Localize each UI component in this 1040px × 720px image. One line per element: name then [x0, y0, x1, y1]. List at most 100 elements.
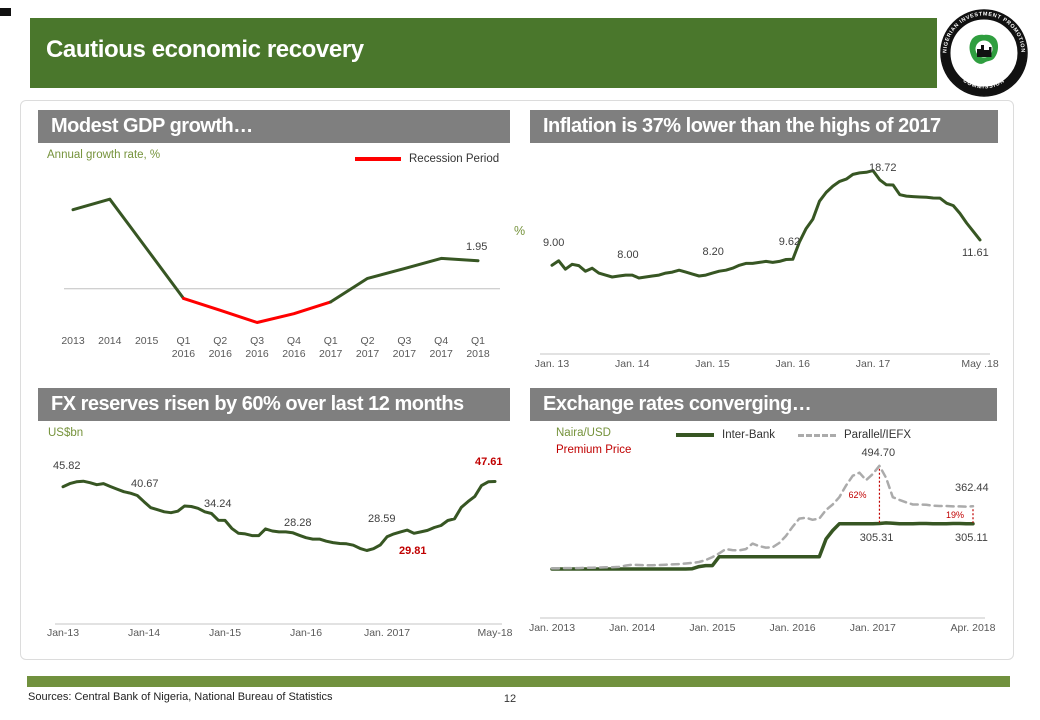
fx-tick: Jan. 2017 — [364, 627, 410, 640]
gdp-tick-line: 2016 — [282, 348, 306, 360]
exchange-premium-marker-label: 62% — [848, 489, 867, 500]
panel-gdp-title: Modest GDP growth… — [51, 115, 253, 137]
gdp-tick: Q4 2017 — [429, 335, 452, 361]
panel-gdp-title-bar: Modest GDP growth… — [38, 110, 510, 143]
panel-inflation-title-bar: Inflation is 37% lower than the highs of… — [530, 110, 998, 143]
gdp-tick: Q4 2016 — [282, 335, 305, 361]
gdp-axis-label: Annual growth rate, % — [47, 149, 161, 161]
exchange-tick: Jan. 2016 — [770, 622, 816, 635]
fx-tick-line: Jan. 2017 — [363, 627, 411, 639]
page-number: 12 — [503, 693, 517, 705]
gdp-tick-line: Q3 — [397, 335, 412, 347]
page-title: Cautious economic recovery — [46, 36, 364, 63]
logo-ring — [941, 10, 1027, 96]
inflation-tick: May .18 — [961, 358, 998, 371]
gdp-data-label: 1.95 — [466, 240, 488, 253]
fx-tick-line: Jan-14 — [127, 627, 161, 639]
gdp-tick-line: Q4 — [286, 335, 301, 347]
fx-tick: Jan-15 — [209, 627, 241, 640]
inflation-tick-line: Jan. 15 — [695, 358, 730, 370]
inflation-data-label: 9.00 — [543, 237, 565, 250]
gdp-tick-line: 2017 — [355, 348, 380, 360]
inflation-tick: Jan. 17 — [856, 358, 890, 371]
gdp-tick-line: 2014 — [98, 335, 122, 347]
corner-mark — [0, 8, 11, 16]
exchange-data-label: 305.31 — [859, 531, 894, 544]
gdp-tick: Q3 2016 — [245, 335, 268, 361]
fx-data-label: 28.28 — [284, 516, 312, 529]
gdp-tick-line: 2017 — [392, 348, 417, 360]
content-frame — [20, 100, 1014, 660]
fx-axis-label: US$bn — [48, 427, 84, 439]
inflation-tick: Jan. 14 — [615, 358, 649, 371]
fx-tick-line: May-18 — [477, 627, 513, 639]
fx-data-label: 34.24 — [204, 498, 232, 511]
exchange-premium-marker-label: 19% — [946, 509, 965, 520]
panel-fx-title-bar: FX reserves risen by 60% over last 12 mo… — [38, 388, 510, 421]
fx-data-label: 40.67 — [131, 477, 159, 490]
inflation-tick-line: Jan. 17 — [855, 358, 891, 370]
gdp-tick-line: Q2 — [360, 335, 375, 347]
inflation-axis-label: % — [514, 224, 526, 238]
gdp-tick-line: Q1 — [323, 335, 338, 347]
exchange-tick: Jan. 2013 — [529, 622, 575, 635]
exchange-data-label: 362.44 — [955, 482, 989, 495]
gdp-tick: Q1 2018 — [466, 335, 489, 361]
panel-fx-title: FX reserves risen by 60% over last 12 mo… — [51, 393, 464, 415]
exchange-series-1-seg-0 — [550, 464, 975, 570]
gdp-legend-label: Recession Period — [409, 153, 500, 165]
fx-tick-line: Jan-13 — [46, 627, 80, 639]
gdp-series-0-seg-0 — [71, 197, 185, 300]
panel-exchange-title: Exchange rates converging… — [543, 393, 812, 415]
gdp-tick-line: Q1 — [470, 335, 486, 347]
inflation-series-0-seg-0 — [550, 169, 982, 280]
gdp-tick: Q1 2016 — [172, 335, 195, 361]
exchange-tick-line: Jan. 2015 — [689, 622, 736, 634]
fx-tick: Jan-16 — [290, 627, 322, 640]
gdp-tick: Q3 2017 — [393, 335, 416, 361]
exchange-tick: Jan. 2015 — [689, 622, 735, 635]
exchange-series-0-seg-0 — [550, 521, 975, 571]
inflation-data-label: 11.61 — [962, 246, 989, 259]
gdp-tick: 2013 — [61, 335, 84, 348]
gdp-tick-line: 2016 — [208, 348, 232, 360]
exchange-tick-line: Apr. 2018 — [950, 622, 996, 634]
exchange-tick-line: Jan. 2014 — [609, 622, 656, 634]
exchange-tick: Apr. 2018 — [951, 622, 996, 635]
gdp-tick: 2015 — [135, 335, 158, 348]
inflation-tick-line: Jan. 16 — [775, 358, 810, 370]
exchange-tick-line: Jan. 2013 — [528, 622, 576, 634]
recession-line-swatch — [355, 157, 401, 161]
nipc-logo: NIGERIAN INVESTMENT PROMOTION COMMISSION — [940, 9, 1028, 97]
panel-exchange-title-bar: Exchange rates converging… — [530, 388, 997, 421]
fx-tick: May-18 — [477, 627, 512, 640]
gdp-tick-line: Q4 — [434, 335, 449, 347]
fx-data-label: 47.61 — [475, 456, 503, 469]
interbank-line-swatch — [676, 433, 714, 437]
inflation-data-label: 9.62 — [778, 236, 801, 249]
sources-text: Sources: Central Bank of Nigeria, Nation… — [28, 691, 333, 703]
fx-series-0-seg-0 — [61, 479, 497, 552]
inflation-tick-line: Jan. 13 — [534, 358, 570, 370]
gdp-tick-line: 2016 — [171, 348, 196, 360]
gdp-tick-line: 2015 — [134, 335, 159, 347]
fx-tick-line: Jan-15 — [208, 627, 242, 639]
gdp-tick: 2014 — [98, 335, 121, 348]
fx-data-label: 45.82 — [53, 459, 81, 472]
exchange-tick-line: Jan. 2016 — [769, 622, 816, 634]
gdp-tick: Q2 2017 — [356, 335, 379, 361]
gdp-tick: Q2 2016 — [209, 335, 232, 361]
gdp-tick-line: Q3 — [250, 335, 265, 347]
fx-tick: Jan-13 — [47, 627, 79, 640]
header-banner: Cautious economic recovery — [30, 18, 937, 88]
parallel-legend-label: Parallel/IEFX — [844, 429, 912, 441]
gdp-tick: Q1 2017 — [319, 335, 342, 361]
logo-factory-silhouette — [977, 45, 992, 57]
exchange-legend-parallel: Parallel/IEFX — [798, 429, 911, 441]
inflation-tick: Jan. 13 — [535, 358, 569, 371]
exchange-tick-line: Jan. 2017 — [849, 622, 896, 634]
inflation-data-label: 8.00 — [617, 249, 639, 262]
gdp-legend: Recession Period — [355, 153, 499, 165]
gdp-series-0-seg-1 — [182, 296, 333, 324]
